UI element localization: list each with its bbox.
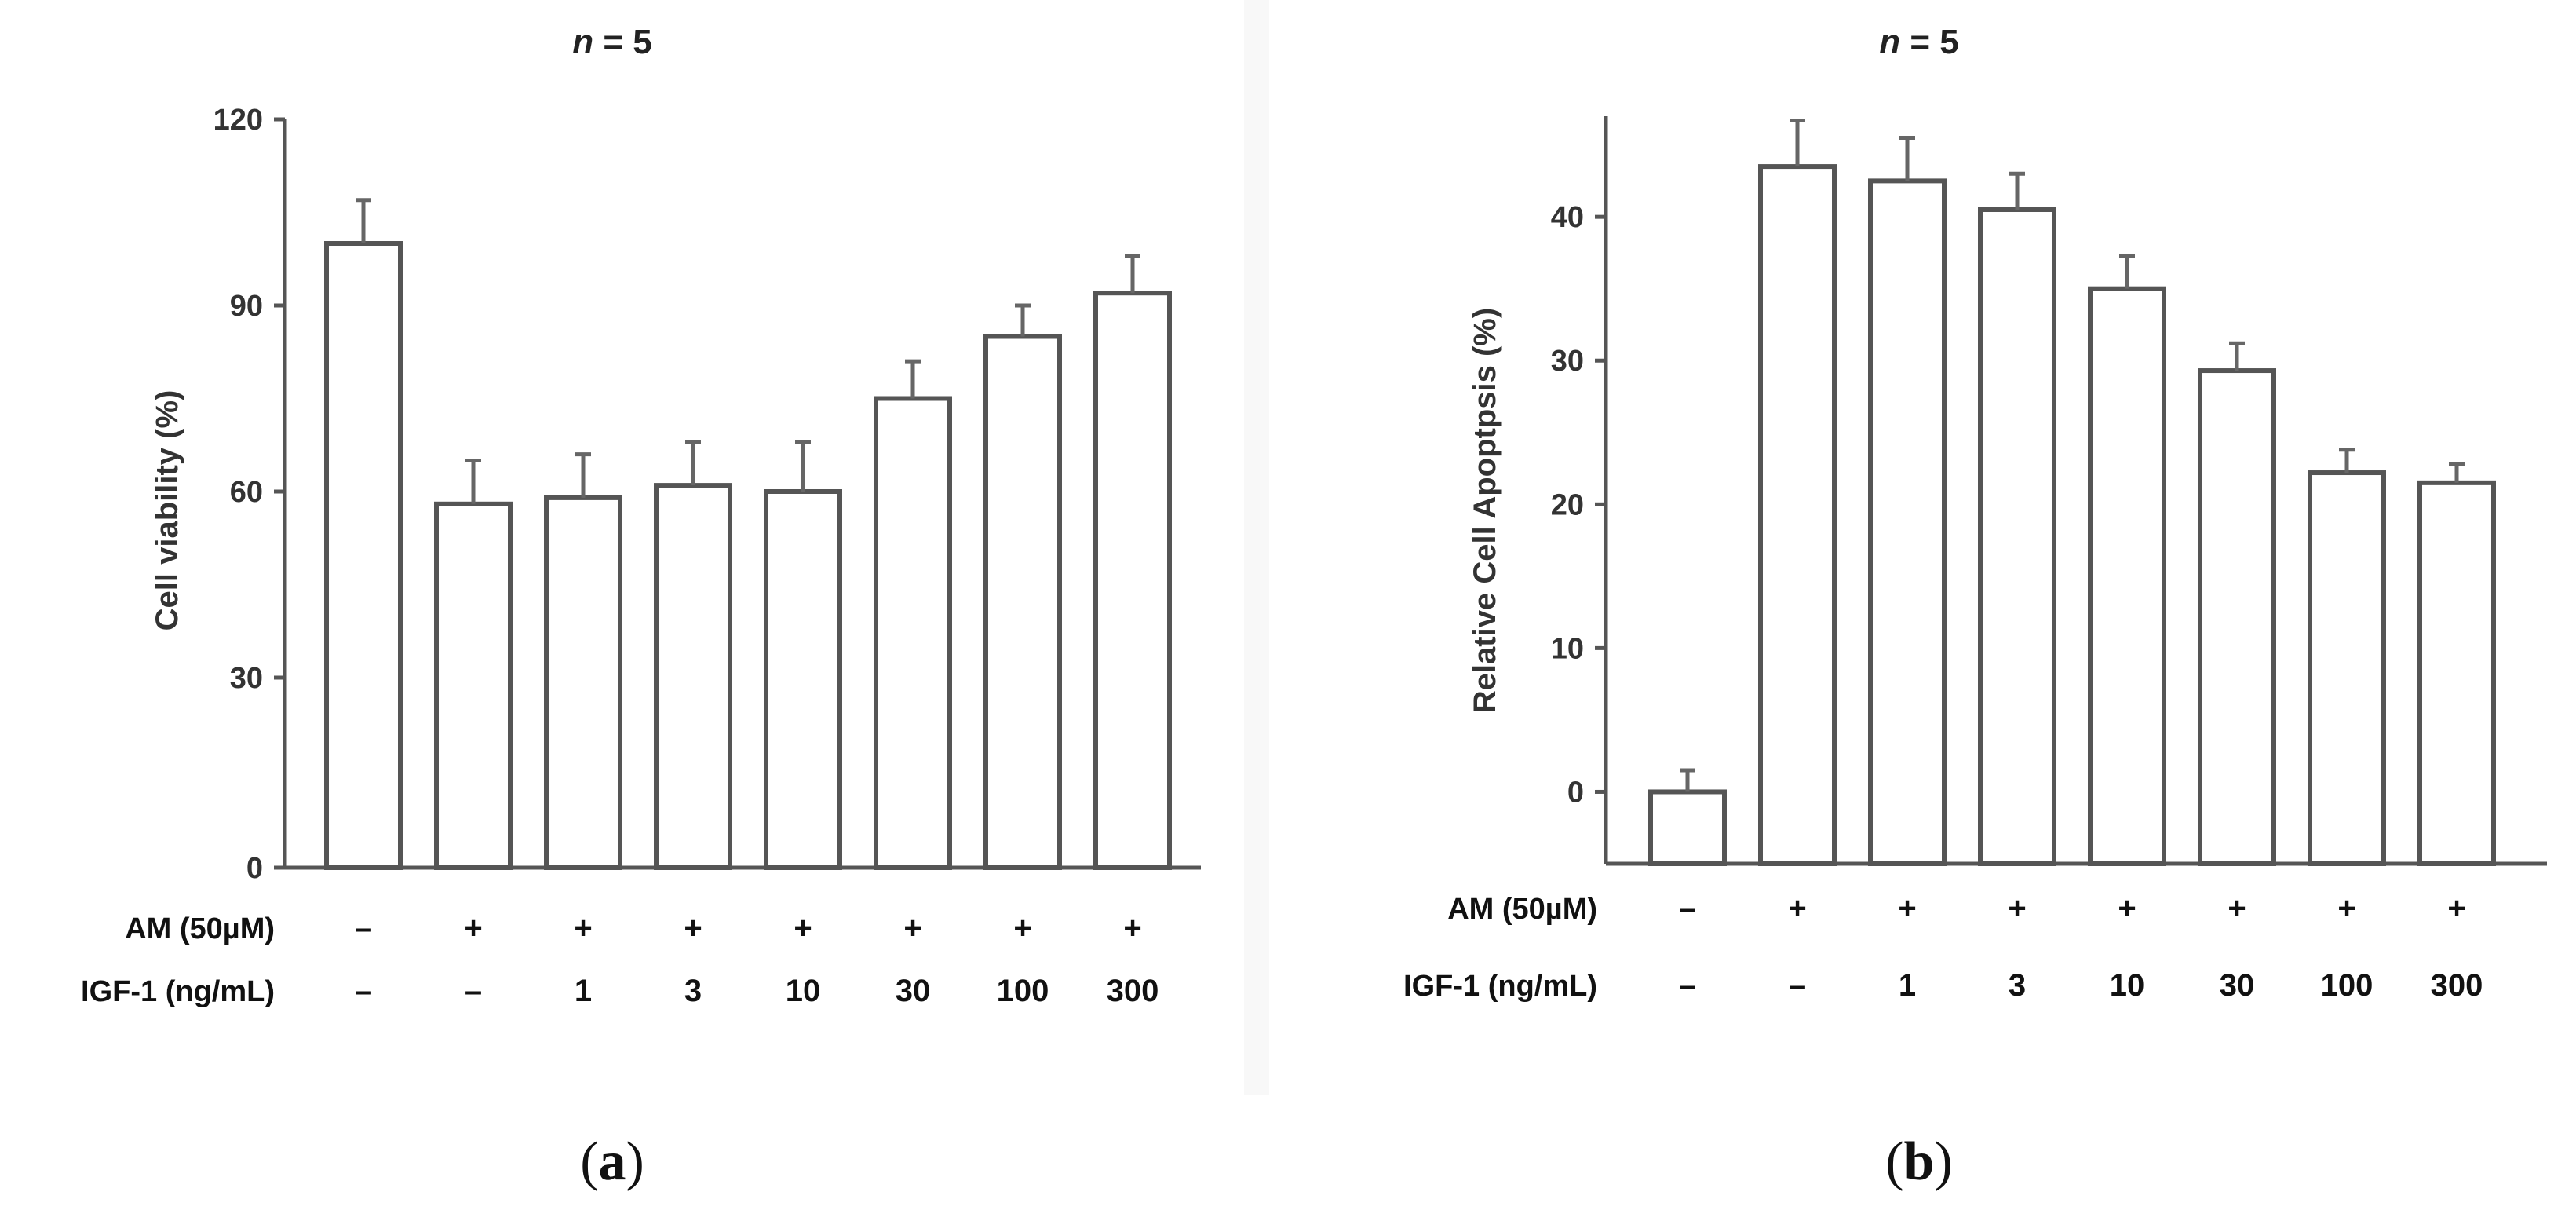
igf-condition: 300 [2431,968,2483,1003]
bar [2198,368,2276,866]
panel-a-label: (a) [580,1131,644,1192]
am-condition: + [464,911,482,945]
am-condition: + [1788,891,1806,926]
bar [434,501,513,870]
panel-b-title-n: n [1879,23,1900,61]
am-condition: + [794,911,812,945]
panel-b-label: (b) [1885,1131,1953,1192]
y-tick-label: 30 [230,662,263,695]
bar [324,241,403,870]
igf-condition: – [355,974,372,1008]
panel-b-label-letter: b [1904,1131,1935,1192]
panel-b-y-axis-label: Relative Cell Apoptpsis (%) [1468,308,1502,713]
bar [2417,480,2496,866]
y-tick-label: 40 [1551,201,1584,234]
panel-a-title-n: n [572,23,593,61]
panel-a-label-open: ( [580,1131,598,1192]
y-tick-label: 30 [1551,345,1584,378]
y-tick-label: 90 [230,290,263,323]
panel-a-title-rest: = 5 [593,23,652,61]
am-condition: – [1679,891,1696,926]
bar [983,334,1062,870]
am-condition: – [355,911,372,945]
am-condition: + [1123,911,1141,945]
panel-b-label-close: ) [1934,1131,1952,1192]
panel-a-label-close: ) [626,1131,644,1192]
y-tick-label: 20 [1551,488,1584,521]
panel-divider [1244,0,1269,1095]
bar [2088,286,2166,866]
igf-condition: 1 [1899,968,1916,1003]
am-condition: + [684,911,702,945]
igf-condition: – [1679,968,1696,1003]
bar [2308,470,2386,866]
igf-condition: 10 [786,974,821,1008]
y-tick-label: 10 [1551,632,1584,665]
panel-b-title: n = 5 [1879,23,1959,61]
bar [1758,164,1837,867]
am-condition: + [903,911,921,945]
y-tick-label: 120 [213,104,263,137]
panel-a-y-ticks: 0 30 60 90 120 [213,104,285,885]
panel-a-row-label-am: AM (50µM) [125,912,275,945]
panel-a-y-axis-label: Cell viability (%) [150,390,184,631]
bar [874,396,952,870]
y-tick-label: 0 [1567,776,1584,809]
igf-condition: – [465,974,482,1008]
panel-a-row-label-igf: IGF-1 (ng/mL) [81,975,275,1008]
am-condition: + [2337,891,2355,926]
panel-a-title: n = 5 [572,23,652,61]
bar [1868,178,1947,866]
bar [1648,789,1727,867]
am-condition: + [1013,911,1031,945]
panel-b-label-open: ( [1885,1131,1903,1192]
panel-a-label-letter: a [599,1131,626,1192]
bar [1978,207,2056,866]
igf-condition: 300 [1107,974,1159,1008]
igf-condition: 30 [896,974,931,1008]
bar [764,489,842,870]
panel-b-row-label-am: AM (50µM) [1447,893,1597,926]
am-condition: + [1898,891,1916,926]
igf-condition: 100 [997,974,1049,1008]
panel-b-row-label-igf: IGF-1 (ng/mL) [1403,970,1597,1003]
panel-b-condition-rows: – + + + + + + + – – 1 3 10 30 100 300 [1679,891,2483,1003]
panel-b-y-ticks: 0 10 20 30 40 [1551,201,1606,809]
igf-condition: 10 [2110,968,2145,1003]
panel-b-chart: n = 5 Relative Cell Apoptpsis (%) 0 10 20 3… [1403,23,2547,1192]
y-tick-label: 60 [230,476,263,509]
am-condition: + [2008,891,2026,926]
panel-b-title-rest: = 5 [1900,23,1959,61]
igf-condition: 3 [684,974,702,1008]
igf-condition: 30 [2220,968,2255,1003]
igf-condition: 3 [2009,968,2026,1003]
panel-a-condition-rows: – + + + + + + + – – 1 3 10 30 100 300 [355,911,1159,1008]
igf-condition: – [1789,968,1806,1003]
igf-condition: 100 [2321,968,2373,1003]
bar [654,483,732,870]
igf-condition: 1 [575,974,592,1008]
panel-a-chart: n = 5 Cell viability (%) 0 30 60 90 120 AM (… [81,23,1201,1192]
am-condition: + [2447,891,2465,926]
bar [1093,291,1172,870]
bar [544,495,622,871]
am-condition: + [2118,891,2136,926]
y-tick-label: 0 [246,852,263,885]
am-condition: + [574,911,592,945]
am-condition: + [2228,891,2246,926]
